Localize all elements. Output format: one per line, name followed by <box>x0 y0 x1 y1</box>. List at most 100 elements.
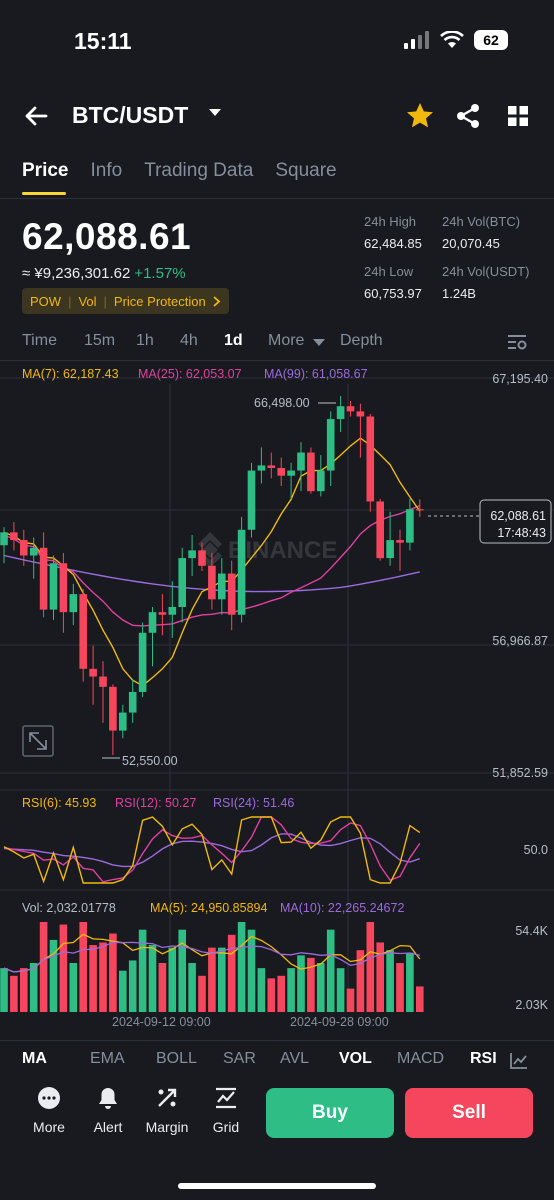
back-arrow-icon[interactable] <box>20 100 52 132</box>
candle <box>0 527 8 564</box>
interval-time[interactable]: Time <box>22 332 57 349</box>
favorite-star-icon[interactable] <box>404 100 436 132</box>
candle <box>188 534 196 577</box>
candle <box>336 395 345 432</box>
volume-bars <box>0 922 424 1012</box>
chart-settings-icon[interactable] <box>506 332 528 352</box>
vol-ma5-legend: MA(5): 24,950.85894 <box>150 901 267 915</box>
fullscreen-expand-icon[interactable] <box>22 725 54 757</box>
nav-more[interactable]: More <box>21 1086 77 1135</box>
candle <box>10 522 18 551</box>
indicator-avl[interactable]: AVL <box>280 1050 310 1067</box>
main-tabs: Price Info Trading Data Square <box>22 160 337 182</box>
indicator-ma[interactable]: MA <box>22 1050 47 1067</box>
tab-trading-data[interactable]: Trading Data <box>144 160 254 181</box>
candle-body <box>178 558 186 608</box>
tab-square[interactable]: Square <box>275 160 337 181</box>
candle <box>317 455 325 497</box>
price-chart[interactable]: MA(7): 62,187.43 MA(25): 62,053.07 MA(99… <box>0 360 554 1040</box>
candle <box>247 462 256 538</box>
buy-button[interactable]: Buy <box>266 1088 394 1138</box>
tab-info[interactable]: Info <box>90 160 123 181</box>
candle <box>346 401 355 417</box>
tag-separator: | <box>68 293 72 309</box>
candle <box>406 498 414 551</box>
indicator-ema[interactable]: EMA <box>90 1050 125 1067</box>
volume-bar <box>128 960 137 1012</box>
candle <box>257 447 266 484</box>
tab-price[interactable]: Price <box>22 160 69 181</box>
chart-canvas[interactable]: MA(7): 62,187.43 MA(25): 62,053.07 MA(99… <box>0 360 554 1040</box>
volume-bar <box>168 947 177 1012</box>
candle <box>178 547 186 623</box>
candle-body <box>69 594 78 613</box>
candle-body <box>39 547 48 610</box>
nav-grid[interactable]: Grid <box>198 1086 254 1135</box>
candle <box>208 552 216 610</box>
wifi-icon <box>440 31 464 48</box>
candle <box>326 411 335 487</box>
volume-bar <box>376 942 384 1012</box>
candle-body <box>128 691 137 713</box>
volume-bar <box>39 922 48 1012</box>
interval-depth[interactable]: Depth <box>340 332 383 349</box>
volume-bar <box>218 947 226 1012</box>
tag-vol[interactable]: Vol <box>78 293 97 309</box>
tag-pow[interactable]: POW <box>30 293 62 309</box>
candle-body <box>267 465 276 468</box>
candle <box>99 661 107 723</box>
interval-more[interactable]: More <box>268 332 305 349</box>
nav-alert[interactable]: Alert <box>80 1086 136 1135</box>
last-price-tag[interactable]: 62,088.61 17:48:43 <box>479 499 552 544</box>
low-marker: 52,550.00 <box>102 754 178 768</box>
candle-body <box>297 452 305 471</box>
ma25-line <box>3 505 421 627</box>
volume-bar <box>227 934 236 1012</box>
volume-bar <box>416 986 424 1012</box>
candle <box>138 622 147 698</box>
indicator-macd[interactable]: MACD <box>397 1050 445 1067</box>
pair-title[interactable]: BTC/USDT <box>72 102 189 128</box>
candle <box>386 511 394 566</box>
candle-body <box>356 411 365 417</box>
volume-bar <box>79 922 87 1012</box>
volume-bar <box>29 963 38 1012</box>
indicator-settings-icon[interactable] <box>510 1052 528 1069</box>
tag-price-protection[interactable]: Price Protection <box>113 293 206 309</box>
active-tab-underline <box>22 192 66 195</box>
candle <box>237 516 246 623</box>
volume-bar <box>396 963 404 1012</box>
pair-dropdown-icon[interactable] <box>208 108 222 118</box>
candle-body <box>317 470 325 492</box>
interval-4h[interactable]: 4h <box>180 332 198 349</box>
sell-button[interactable]: Sell <box>405 1088 533 1138</box>
candlesticks <box>0 395 424 756</box>
nav-margin[interactable]: Margin <box>139 1086 195 1135</box>
rsi6-line <box>3 816 421 884</box>
volume-bar <box>148 945 157 1012</box>
candle-body <box>336 406 345 420</box>
candle <box>20 529 28 566</box>
candle-body <box>416 509 424 511</box>
indicator-vol[interactable]: VOL <box>339 1050 372 1067</box>
more-dropdown-icon[interactable] <box>308 338 330 347</box>
share-icon[interactable] <box>452 100 484 132</box>
status-bar: 15:11 62 <box>0 0 554 84</box>
status-time: 15:11 <box>74 28 132 54</box>
volume-bar <box>178 929 186 1012</box>
rsi12-legend: RSI(12): 50.27 <box>115 796 196 810</box>
interval-1h[interactable]: 1h <box>136 332 154 349</box>
grid-layout-icon[interactable] <box>502 100 534 132</box>
interval-15m[interactable]: 15m <box>84 332 116 349</box>
volume-bar <box>188 963 196 1012</box>
candle <box>218 558 226 615</box>
indicator-sar[interactable]: SAR <box>223 1050 256 1067</box>
low-marker-label: 52,550.00 <box>122 754 178 768</box>
tag-bar[interactable]: POW | Vol | Price Protection <box>22 288 229 314</box>
candle-body <box>208 565 216 600</box>
interval-1d[interactable]: 1d <box>224 332 243 349</box>
indicator-rsi[interactable]: RSI <box>470 1050 497 1067</box>
candle-body <box>10 532 18 541</box>
indicator-boll[interactable]: BOLL <box>156 1050 197 1067</box>
price-axis-top: 67,195.40 <box>492 372 548 386</box>
